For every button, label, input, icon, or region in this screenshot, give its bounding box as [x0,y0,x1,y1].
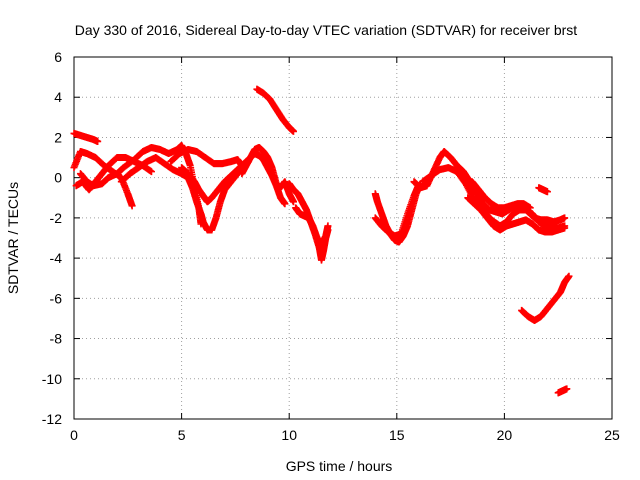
y-tick-label: -12 [42,411,62,427]
y-tick-label: -6 [50,290,63,306]
y-tick-labels: 6 4 2 0 -2 -4 -6 -8 -10 -12 [42,49,62,427]
series-arc-9 [253,85,298,135]
y-tick-label: 2 [54,129,62,145]
series-arc-1 [70,129,102,145]
axis-ticks [73,56,613,420]
series-arc-8 [238,144,298,206]
grid [74,57,612,419]
y-axis-label: SDTVAR / TECUs [5,182,21,294]
series-arc-17 [468,178,534,212]
data-point [561,214,569,222]
data-point [290,127,298,135]
y-tick-label: 0 [54,170,62,186]
data-point [281,200,289,208]
series-arc-11 [292,204,332,248]
data-point [526,204,534,212]
data-point [565,272,573,280]
data-point [128,202,136,210]
series-arc-5 [117,154,252,234]
x-tick-label: 5 [178,427,186,443]
series-arc-4 [76,141,205,228]
y-tick-label: -8 [50,331,63,347]
data-series [70,85,573,397]
series-arc-3 [72,154,155,194]
y-tick-label: 4 [54,89,62,105]
series-arc-7 [178,150,289,208]
data-point [563,385,571,393]
y-tick-label: -4 [50,250,63,266]
y-tick-label: 6 [54,49,62,65]
chart-title: Day 330 of 2016, Sidereal Day-to-day VTE… [75,22,577,38]
data-point [324,222,332,230]
x-tick-label: 0 [70,427,78,443]
x-tick-label: 25 [604,427,620,443]
data-point [94,137,102,145]
series-arc-16 [464,194,569,236]
x-axis-label: GPS time / hours [286,458,393,474]
data-point [561,224,569,232]
data-point [290,198,298,206]
x-tick-label: 10 [281,427,297,443]
x-tick-label: 20 [497,427,513,443]
x-tick-label: 15 [389,427,405,443]
data-point [543,188,551,196]
series-arc-18 [518,272,573,324]
y-tick-label: -10 [42,371,62,387]
series-arc-19 [535,184,551,196]
y-tick-label: -2 [50,210,63,226]
series-arc-20 [554,385,571,397]
x-tick-labels: 0 5 10 15 20 25 [70,427,620,443]
plot-frame [73,56,613,420]
data-point [147,168,155,176]
